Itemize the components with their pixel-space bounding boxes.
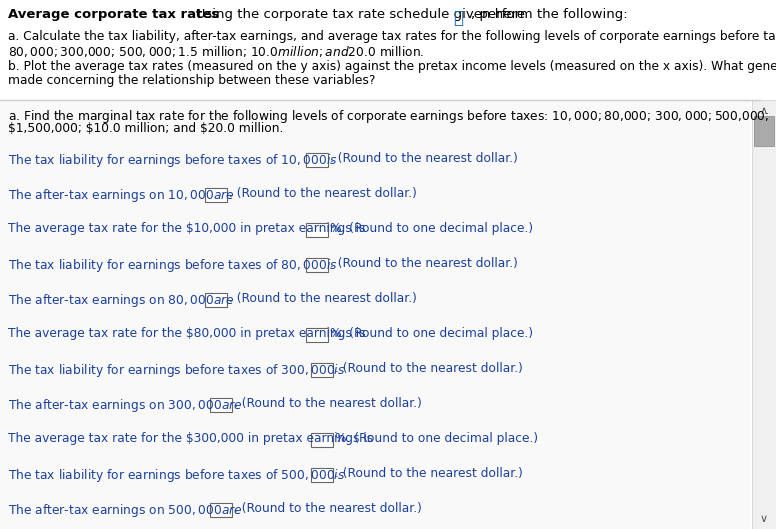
Text: The average tax rate for the $300,000 in pretax earnings is: The average tax rate for the $300,000 in…	[8, 432, 377, 445]
Text: ∨: ∨	[760, 514, 768, 524]
FancyBboxPatch shape	[210, 503, 232, 517]
Text: The after-tax earnings on $80,000 are $: The after-tax earnings on $80,000 are $	[8, 292, 235, 309]
Text: a. Find the marginal tax rate for the following levels of corporate earnings bef: a. Find the marginal tax rate for the fo…	[8, 108, 769, 125]
Bar	[752, 100, 776, 529]
FancyBboxPatch shape	[311, 468, 333, 482]
FancyBboxPatch shape	[210, 398, 232, 412]
FancyBboxPatch shape	[306, 223, 328, 237]
Text: . (Round to the nearest dollar.): . (Round to the nearest dollar.)	[335, 362, 523, 375]
Text: , perform the following:: , perform the following:	[471, 8, 628, 21]
Text: The after-tax earnings on $10,000 are $: The after-tax earnings on $10,000 are $	[8, 187, 235, 204]
Text: The tax liability for earnings before taxes of $10,000 is $: The tax liability for earnings before ta…	[8, 152, 338, 169]
Text: . (Round to the nearest dollar.): . (Round to the nearest dollar.)	[335, 467, 523, 480]
Bar	[754, 116, 774, 146]
Text: . (Round to the nearest dollar.): . (Round to the nearest dollar.)	[330, 257, 518, 270]
Text: . (Round to the nearest dollar.): . (Round to the nearest dollar.)	[330, 152, 518, 165]
FancyBboxPatch shape	[306, 328, 328, 342]
Text: b. Plot the average tax rates (measured on the y axis) against the pretax income: b. Plot the average tax rates (measured …	[8, 60, 776, 73]
Text: made concerning the relationship between these variables?: made concerning the relationship between…	[8, 74, 376, 87]
FancyBboxPatch shape	[311, 433, 333, 447]
Text: %. (Round to one decimal place.): %. (Round to one decimal place.)	[330, 327, 533, 340]
Text: The tax liability for earnings before taxes of $300,000 is $: The tax liability for earnings before ta…	[8, 362, 345, 379]
Text: Average corporate tax rates: Average corporate tax rates	[8, 8, 220, 21]
Text: $80,000; $300,000; $500,000; $1.5 million; $10.0 million; and $20.0 million.: $80,000; $300,000; $500,000; $1.5 millio…	[8, 44, 424, 59]
Text: . (Round to the nearest dollar.): . (Round to the nearest dollar.)	[234, 502, 422, 515]
Text: %. (Round to one decimal place.): %. (Round to one decimal place.)	[335, 432, 538, 445]
FancyBboxPatch shape	[306, 153, 328, 167]
Text: The after-tax earnings on $500,000 are $: The after-tax earnings on $500,000 are $	[8, 502, 243, 519]
FancyBboxPatch shape	[205, 293, 227, 307]
FancyBboxPatch shape	[311, 363, 333, 377]
Text: The average tax rate for the $10,000 in pretax earnings is: The average tax rate for the $10,000 in …	[8, 222, 369, 235]
FancyBboxPatch shape	[306, 258, 328, 272]
Text: ∧: ∧	[760, 106, 768, 116]
Text: $1,500,000; $10.0 million; and $20.0 million.: $1,500,000; $10.0 million; and $20.0 mil…	[8, 122, 283, 135]
Text: . (Round to the nearest dollar.): . (Round to the nearest dollar.)	[229, 187, 417, 200]
Text: The average tax rate for the $80,000 in pretax earnings is: The average tax rate for the $80,000 in …	[8, 327, 369, 340]
Text: The tax liability for earnings before taxes of $500,000 is $: The tax liability for earnings before ta…	[8, 467, 345, 484]
Text: ⓘ: ⓘ	[453, 9, 463, 27]
Text: %. (Round to one decimal place.): %. (Round to one decimal place.)	[330, 222, 533, 235]
Text: Using the corporate tax rate schedule given here: Using the corporate tax rate schedule gi…	[183, 8, 525, 21]
Text: . (Round to the nearest dollar.): . (Round to the nearest dollar.)	[234, 397, 422, 410]
Text: The tax liability for earnings before taxes of $80,000 is $: The tax liability for earnings before ta…	[8, 257, 338, 274]
Bar	[0, 100, 750, 529]
FancyBboxPatch shape	[205, 188, 227, 202]
Text: a. Calculate the tax liability, after-tax earnings, and average tax rates for th: a. Calculate the tax liability, after-ta…	[8, 30, 776, 43]
Text: . (Round to the nearest dollar.): . (Round to the nearest dollar.)	[229, 292, 417, 305]
Text: The after-tax earnings on $300,000 are $: The after-tax earnings on $300,000 are $	[8, 397, 243, 414]
